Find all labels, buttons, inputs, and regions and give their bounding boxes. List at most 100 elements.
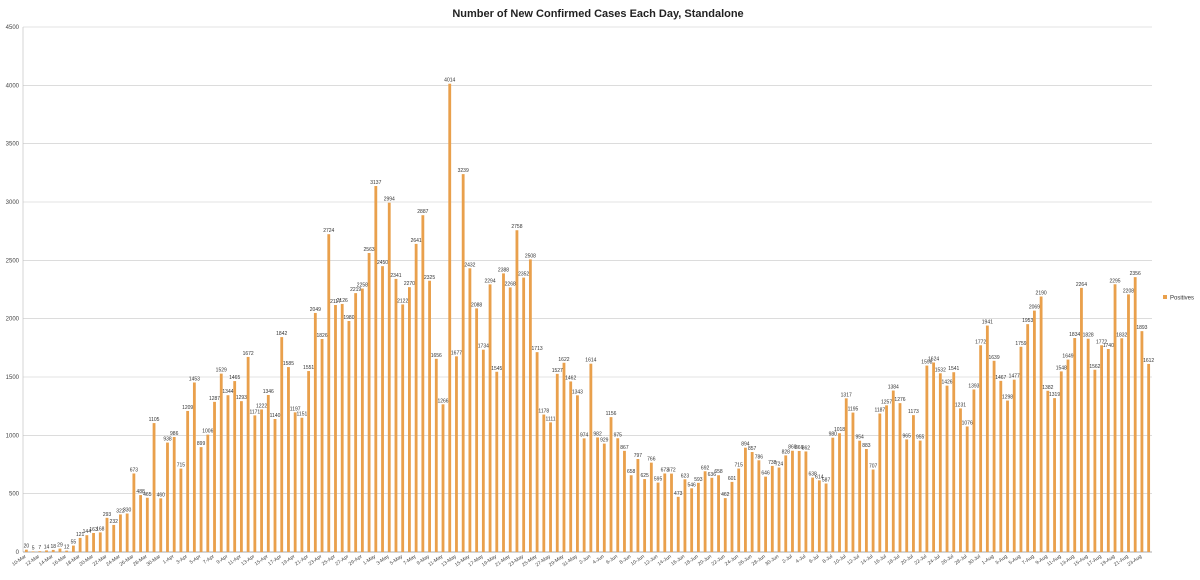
data-label: 2295 — [1109, 278, 1120, 284]
data-label: 1759 — [1015, 341, 1026, 347]
bar — [1039, 296, 1043, 552]
bar — [844, 398, 848, 552]
data-label: 692 — [701, 465, 710, 471]
data-label: 12 — [64, 545, 70, 551]
bar — [468, 268, 472, 552]
bar — [1073, 338, 1077, 552]
data-label: 1111 — [546, 416, 556, 422]
bar — [535, 352, 539, 552]
data-label: 1346 — [263, 389, 274, 395]
bar — [1066, 359, 1070, 552]
y-tick-label: 3000 — [6, 200, 20, 206]
bar — [434, 358, 438, 552]
bar — [750, 452, 754, 552]
data-label: 473 — [674, 491, 683, 497]
x-tick-label: 6-Jul — [808, 554, 820, 565]
data-label: 2219 — [350, 287, 361, 293]
data-label: 1287 — [209, 396, 220, 402]
data-label: 867 — [620, 445, 629, 451]
data-label: 20 — [24, 544, 30, 550]
y-axis: 0 500 1000 1500 2000 2500 3000 3500 4000 4500 — [6, 25, 1152, 556]
x-tick-label: 5-May — [389, 553, 404, 566]
bar — [1053, 398, 1056, 552]
x-tick-label: 26-Jul — [940, 554, 955, 567]
bar — [381, 266, 384, 552]
bar — [307, 371, 311, 552]
bar — [78, 537, 82, 552]
bar — [31, 551, 35, 552]
bar — [71, 545, 75, 552]
x-tick-label: 18-Mar — [65, 554, 82, 568]
x-tick-label: 28-Jul — [954, 554, 969, 567]
bar — [226, 395, 230, 552]
x-tick-label: 16-Jul — [873, 554, 888, 567]
data-label: 658 — [627, 469, 636, 475]
bar — [112, 524, 116, 552]
data-label: 3239 — [458, 168, 469, 174]
data-label: 1393 — [968, 383, 979, 389]
x-tick-label: 1-Apr — [162, 554, 176, 566]
data-label: 1209 — [182, 405, 193, 411]
bar — [495, 371, 499, 552]
bar — [562, 362, 566, 552]
bar — [723, 498, 727, 552]
bar — [334, 305, 337, 552]
bar — [858, 440, 862, 552]
data-label: 1842 — [276, 331, 287, 337]
data-label: 673 — [130, 467, 139, 473]
bar — [972, 389, 976, 552]
data-label: 293 — [103, 512, 112, 518]
x-tick-label: 20-Mar — [78, 554, 95, 568]
data-label: 1551 — [303, 365, 314, 371]
bar — [811, 477, 815, 552]
bar — [186, 410, 190, 552]
data-label: 1453 — [189, 376, 200, 382]
bar — [938, 373, 942, 552]
bar — [408, 287, 411, 552]
data-label: 1105 — [149, 417, 160, 423]
data-label: 1344 — [222, 389, 233, 395]
x-tick-label: 29-Apr — [348, 554, 364, 568]
data-label: 828 — [782, 449, 791, 455]
data-label: 3137 — [370, 180, 381, 186]
data-label: 546 — [687, 482, 696, 488]
data-label: 2122 — [397, 298, 408, 304]
x-tick-label: 14-Jul — [860, 554, 875, 567]
data-label: 2508 — [525, 253, 536, 259]
data-label: 2268 — [505, 281, 516, 287]
x-tick-label: 28-Jun — [751, 554, 767, 568]
bar — [239, 401, 243, 552]
data-label: 1953 — [1022, 318, 1033, 324]
data-label: 1384 — [888, 385, 899, 391]
data-label: 866 — [795, 445, 804, 451]
x-tick-label: 22-Jun — [710, 554, 726, 568]
bar — [45, 550, 48, 552]
bar — [965, 426, 969, 552]
data-label: 1529 — [216, 368, 227, 374]
bar — [932, 362, 936, 552]
bar — [266, 394, 270, 552]
data-label: 1298 — [1002, 395, 1013, 401]
data-label: 1614 — [585, 358, 596, 364]
x-tick-label: 16-Jun — [670, 554, 686, 568]
bar — [925, 365, 929, 552]
data-label: 1151 — [297, 412, 308, 418]
bar — [744, 447, 747, 552]
bar — [979, 345, 983, 552]
data-label: 1612 — [1143, 358, 1154, 364]
x-tick-label: 3-Apr — [175, 554, 189, 566]
data-label: 1462 — [565, 375, 576, 381]
bar — [414, 243, 418, 552]
data-label: 232 — [110, 519, 119, 525]
bar — [287, 367, 290, 552]
bar — [1059, 371, 1063, 552]
data-label: 1548 — [1056, 365, 1067, 371]
data-label: 658 — [714, 469, 723, 475]
data-label: 460 — [157, 492, 166, 498]
data-label: 2887 — [417, 209, 428, 215]
data-label: 883 — [862, 443, 871, 449]
bar — [737, 468, 741, 552]
bar — [85, 535, 89, 552]
data-label: 1980 — [343, 315, 354, 321]
